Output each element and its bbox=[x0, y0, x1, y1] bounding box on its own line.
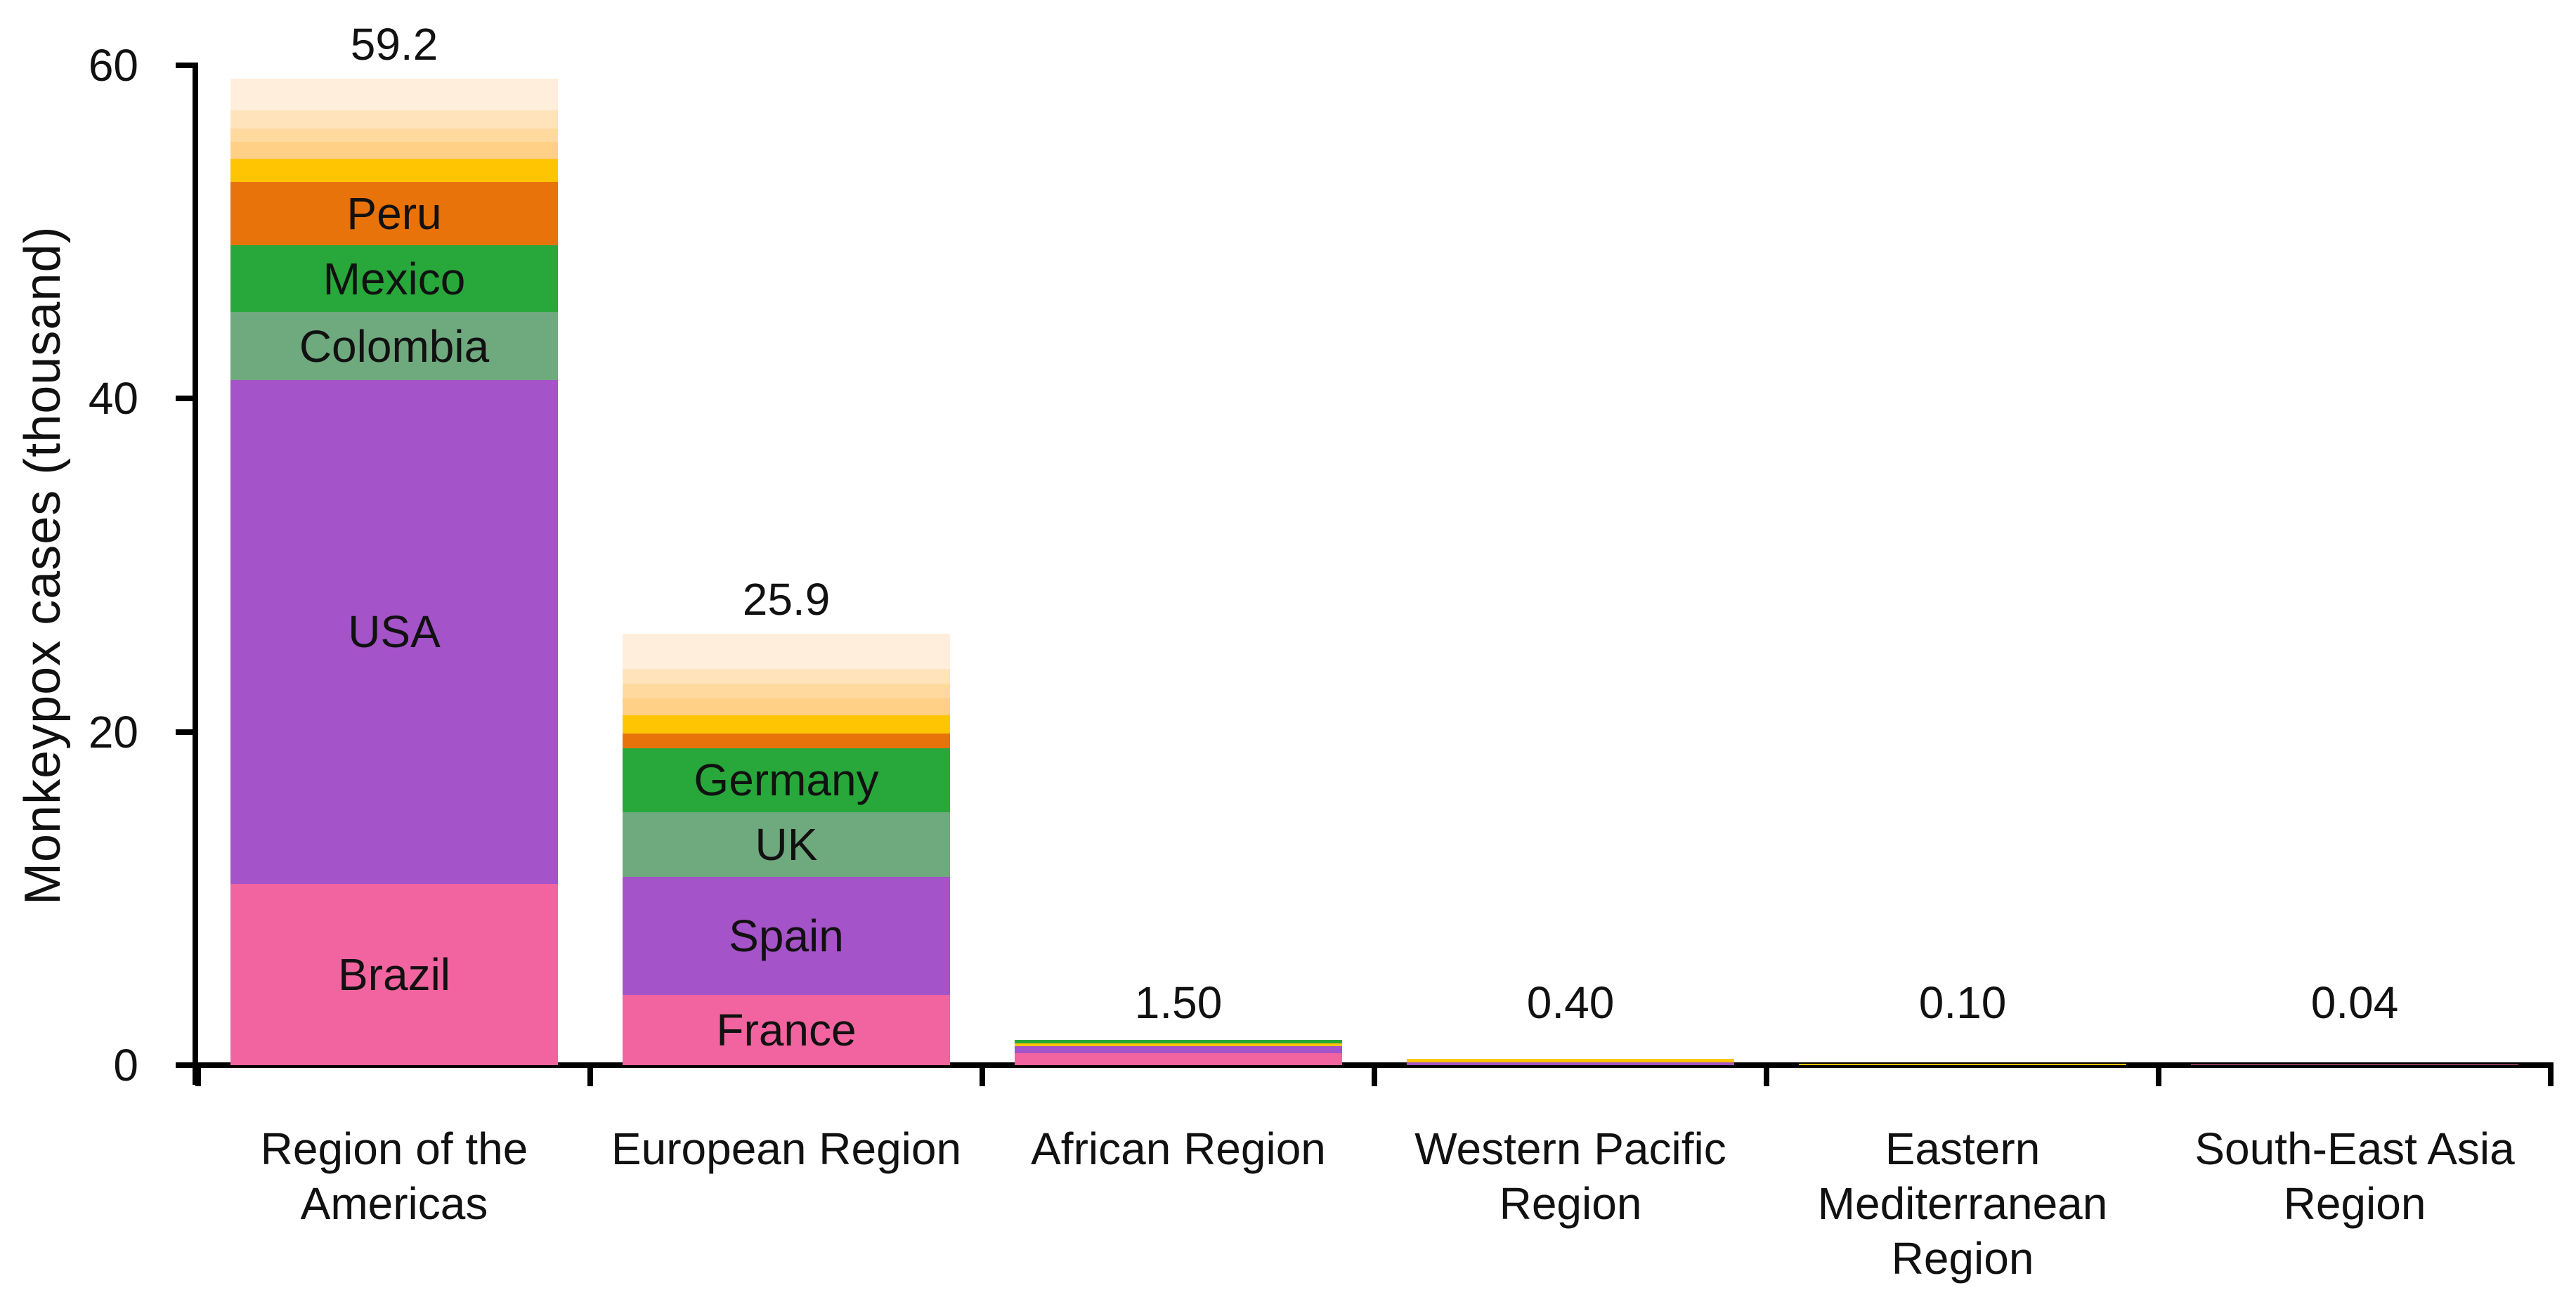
stacked-bar: Brazil USA Colombia Mexico Peru bbox=[230, 79, 558, 1065]
x-tick-mark bbox=[980, 1062, 985, 1086]
x-tick-mark bbox=[2156, 1062, 2161, 1086]
y-tick-mark bbox=[176, 1062, 193, 1068]
x-tick-mark bbox=[1372, 1062, 1377, 1086]
bar-segment-colombia: Colombia bbox=[230, 312, 558, 381]
stacked-bar bbox=[1407, 1058, 1734, 1065]
bar-segment-other bbox=[623, 668, 950, 684]
bar-total-label: 0.04 bbox=[2310, 977, 2399, 1028]
bar-total-label: 59.2 bbox=[350, 19, 438, 70]
y-tick-mark bbox=[176, 396, 193, 402]
bar-segment-other bbox=[230, 110, 558, 129]
segment-label: France bbox=[716, 1005, 857, 1056]
x-tick-mark bbox=[1764, 1062, 1769, 1086]
y-axis-line bbox=[193, 63, 198, 1085]
bar-segment-other bbox=[623, 698, 950, 716]
bar-segment-other bbox=[623, 715, 950, 734]
category-label: South-East Asia Region bbox=[2194, 1123, 2515, 1229]
stacked-bar: France Spain UK Germany bbox=[623, 633, 950, 1065]
bar-total-label: 0.40 bbox=[1526, 977, 1615, 1028]
category-label: Eastern Mediterranean Region bbox=[1817, 1123, 2108, 1284]
bar-segment-uk: UK bbox=[623, 812, 950, 878]
category-label: European Region bbox=[611, 1123, 962, 1174]
bar-segment-germany: Germany bbox=[623, 748, 950, 812]
bar-segment-other bbox=[1015, 1040, 1342, 1044]
bar-segment-other bbox=[1015, 1043, 1342, 1046]
bar-segment-other bbox=[1015, 1045, 1342, 1054]
stacked-bar bbox=[2191, 1064, 2518, 1065]
bar-segment-other bbox=[230, 129, 558, 143]
segment-label: Brazil bbox=[337, 949, 451, 1000]
y-tick-label: 20 bbox=[88, 706, 138, 757]
y-tick-mark bbox=[176, 63, 193, 69]
y-tick-label: 0 bbox=[113, 1040, 138, 1090]
y-tick-mark bbox=[176, 729, 193, 735]
bar-segment-mexico: Mexico bbox=[230, 245, 558, 313]
bar-segment-other bbox=[1015, 1053, 1342, 1065]
x-tick-mark bbox=[195, 1062, 201, 1086]
bar-segment-spain: Spain bbox=[623, 877, 950, 996]
segment-label: UK bbox=[755, 819, 818, 870]
bar-segment-other bbox=[230, 158, 558, 183]
bar-segment-other bbox=[623, 734, 950, 749]
bar-segment-other bbox=[230, 79, 558, 111]
segment-label: Colombia bbox=[299, 320, 490, 372]
y-axis-title: Monkeypox cases (thousand) bbox=[15, 226, 71, 905]
bar-segment-other bbox=[623, 683, 950, 699]
category-label: African Region bbox=[1031, 1123, 1326, 1174]
stacked-bar bbox=[1015, 1040, 1342, 1065]
segment-label: Mexico bbox=[323, 253, 466, 304]
bar-segment-other bbox=[1799, 1063, 2126, 1065]
bar-segment-france: France bbox=[623, 995, 950, 1065]
y-tick-label: 40 bbox=[88, 373, 138, 424]
segment-label: Spain bbox=[729, 911, 844, 962]
category-label: Region of the Americas bbox=[260, 1123, 528, 1229]
y-tick-label: 60 bbox=[88, 40, 138, 91]
bar-total-label: 0.10 bbox=[1918, 977, 2007, 1028]
segment-label: USA bbox=[348, 606, 441, 658]
bar-total-label: 25.9 bbox=[742, 573, 831, 625]
x-tick-mark bbox=[587, 1062, 593, 1086]
bar-segment-other bbox=[2191, 1064, 2518, 1065]
segment-label: Germany bbox=[694, 755, 879, 806]
stacked-bar bbox=[1799, 1063, 2126, 1065]
bar-segment-peru: Peru bbox=[230, 182, 558, 246]
category-label: Western Pacific Region bbox=[1414, 1123, 1726, 1229]
bar-segment-other bbox=[1407, 1058, 1734, 1062]
bar-segment-brazil: Brazil bbox=[230, 883, 558, 1065]
bar-segment-other bbox=[230, 142, 558, 159]
bar-segment-usa: USA bbox=[230, 380, 558, 884]
bar-total-label: 1.50 bbox=[1134, 977, 1223, 1028]
segment-label: Peru bbox=[346, 188, 442, 240]
x-tick-mark bbox=[2548, 1062, 2554, 1086]
bar-segment-other bbox=[623, 633, 950, 669]
bar-segment-other bbox=[1407, 1062, 1734, 1065]
